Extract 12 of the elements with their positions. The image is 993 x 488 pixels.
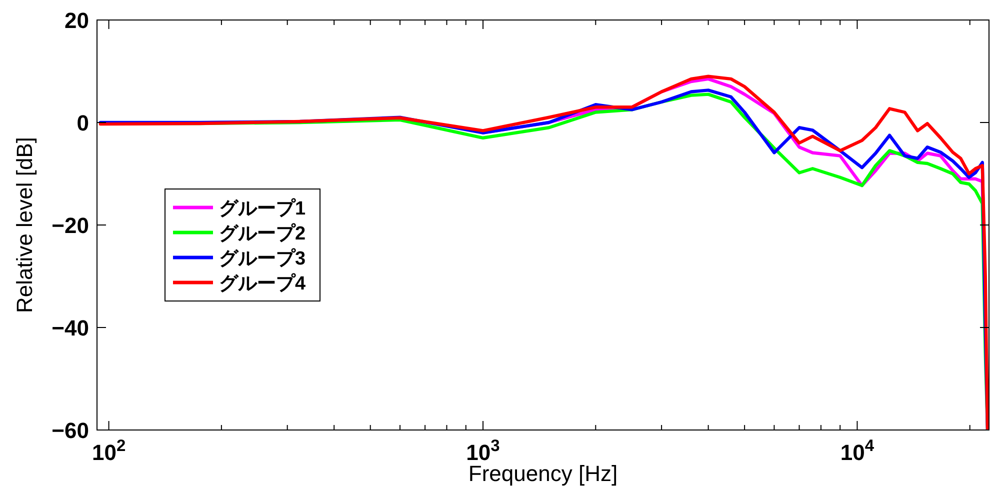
legend-label: グループ4 [219, 272, 306, 294]
y-tick-label: 20 [64, 8, 89, 33]
y-tick-label: −60 [52, 418, 89, 443]
legend-label: グループ2 [219, 222, 306, 244]
y-axis-title: Relative level [dB] [12, 136, 37, 314]
legend-label: グループ3 [219, 248, 306, 270]
y-tick-label: −20 [52, 213, 89, 238]
legend-label: グループ1 [219, 198, 306, 220]
x-tick-label: 10$^{4}$ [840, 437, 875, 465]
x-tick-label: 10$^{2}$ [92, 437, 126, 465]
y-tick-label: 0 [76, 110, 89, 136]
y-tick-label: −40 [52, 316, 89, 340]
